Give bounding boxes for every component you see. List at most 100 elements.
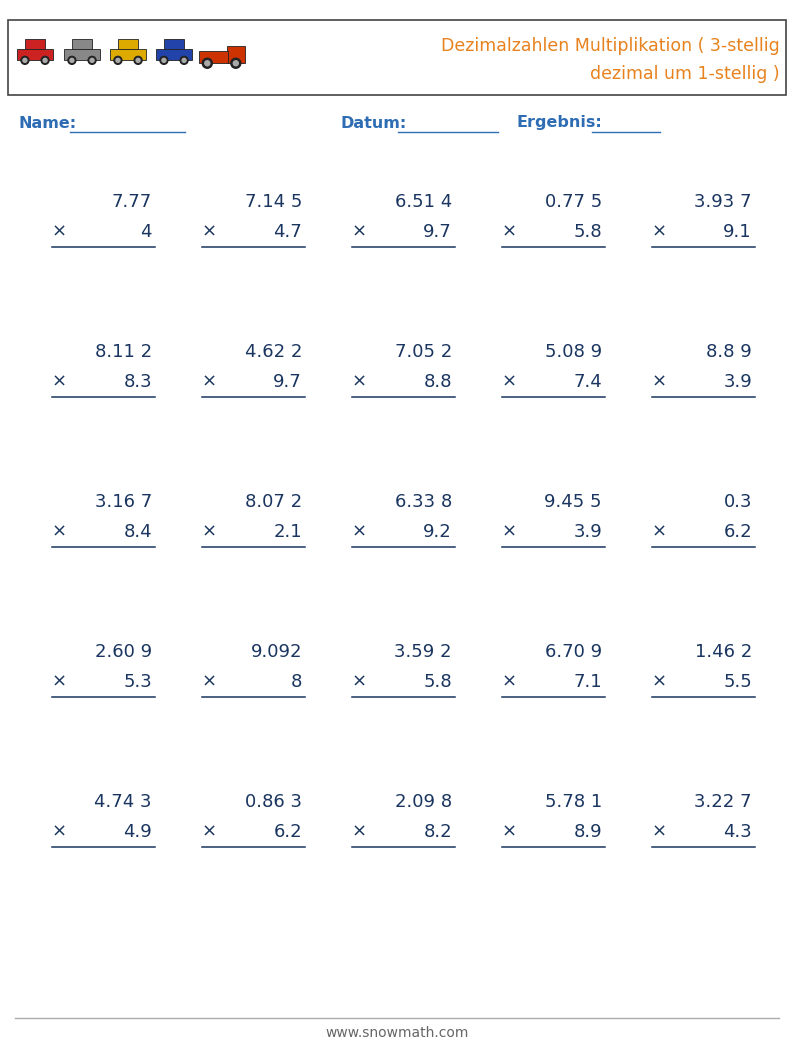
Text: 2.09 8: 2.09 8 [395, 793, 452, 811]
Text: 3.93 7: 3.93 7 [695, 193, 752, 211]
Text: ×: × [652, 673, 667, 691]
Circle shape [162, 58, 166, 62]
Circle shape [43, 58, 47, 62]
Text: 6.70 9: 6.70 9 [545, 643, 602, 661]
Text: 8.2: 8.2 [423, 823, 452, 841]
Text: ×: × [502, 223, 517, 241]
Circle shape [136, 58, 140, 62]
Text: 4.7: 4.7 [273, 223, 302, 241]
Text: ×: × [652, 373, 667, 391]
Text: 6.33 8: 6.33 8 [395, 493, 452, 511]
Text: 1.46 2: 1.46 2 [695, 643, 752, 661]
Text: 8.9: 8.9 [573, 823, 602, 841]
Text: Name:: Name: [18, 116, 76, 131]
Text: 5.5: 5.5 [723, 673, 752, 691]
FancyBboxPatch shape [64, 49, 100, 60]
Text: ×: × [52, 223, 67, 241]
Text: Dezimalzahlen Multiplikation ( 3-stellig: Dezimalzahlen Multiplikation ( 3-stellig [441, 37, 780, 55]
Circle shape [41, 57, 49, 64]
Text: Datum:: Datum: [340, 116, 407, 131]
Text: 8.3: 8.3 [123, 373, 152, 391]
Text: 4: 4 [141, 223, 152, 241]
Circle shape [70, 58, 74, 62]
FancyBboxPatch shape [8, 20, 786, 95]
Text: 6.51 4: 6.51 4 [395, 193, 452, 211]
Text: ×: × [652, 223, 667, 241]
FancyBboxPatch shape [72, 39, 92, 49]
FancyBboxPatch shape [226, 45, 245, 63]
Text: 9.2: 9.2 [423, 523, 452, 541]
Text: 2.1: 2.1 [273, 523, 302, 541]
Text: 4.62 2: 4.62 2 [245, 343, 302, 361]
Circle shape [182, 58, 186, 62]
FancyBboxPatch shape [25, 39, 45, 49]
Text: 7.77: 7.77 [112, 193, 152, 211]
Circle shape [68, 57, 76, 64]
Text: 3.59 2: 3.59 2 [395, 643, 452, 661]
Text: 9.7: 9.7 [273, 373, 302, 391]
Text: 8.07 2: 8.07 2 [245, 493, 302, 511]
Circle shape [160, 57, 168, 64]
Text: 5.8: 5.8 [573, 223, 602, 241]
Text: 8.8 9: 8.8 9 [706, 343, 752, 361]
Text: 4.9: 4.9 [123, 823, 152, 841]
Text: ×: × [202, 823, 217, 841]
Text: ×: × [202, 523, 217, 541]
Text: ×: × [502, 373, 517, 391]
Text: 9.1: 9.1 [723, 223, 752, 241]
Text: 0.77 5: 0.77 5 [545, 193, 602, 211]
Circle shape [116, 58, 120, 62]
Text: 3.22 7: 3.22 7 [695, 793, 752, 811]
Text: 2.60 9: 2.60 9 [94, 643, 152, 661]
Circle shape [23, 58, 27, 62]
Circle shape [88, 57, 96, 64]
Text: 8.11 2: 8.11 2 [94, 343, 152, 361]
Text: ×: × [352, 223, 367, 241]
Text: dezimal um 1-stellig ): dezimal um 1-stellig ) [591, 65, 780, 83]
Circle shape [21, 57, 29, 64]
FancyBboxPatch shape [164, 39, 184, 49]
Text: www.snowmath.com: www.snowmath.com [326, 1026, 468, 1040]
Text: ×: × [52, 673, 67, 691]
Text: ×: × [652, 823, 667, 841]
Text: 9.092: 9.092 [250, 643, 302, 661]
Text: 7.14 5: 7.14 5 [245, 193, 302, 211]
Text: Ergebnis:: Ergebnis: [516, 116, 602, 131]
Text: 8.8: 8.8 [423, 373, 452, 391]
Text: ×: × [652, 523, 667, 541]
Text: 8: 8 [291, 673, 302, 691]
FancyBboxPatch shape [118, 39, 138, 49]
Text: 5.08 9: 5.08 9 [545, 343, 602, 361]
Text: ×: × [502, 673, 517, 691]
Text: 3.9: 3.9 [723, 373, 752, 391]
FancyBboxPatch shape [156, 49, 192, 60]
Text: ×: × [202, 373, 217, 391]
FancyBboxPatch shape [110, 49, 146, 60]
Text: 9.45 5: 9.45 5 [545, 493, 602, 511]
Circle shape [205, 61, 210, 65]
Circle shape [233, 61, 238, 65]
FancyBboxPatch shape [199, 51, 228, 63]
Text: ×: × [352, 823, 367, 841]
Text: 5.3: 5.3 [123, 673, 152, 691]
Text: 5.8: 5.8 [423, 673, 452, 691]
FancyBboxPatch shape [17, 49, 53, 60]
Text: 9.7: 9.7 [423, 223, 452, 241]
Circle shape [202, 58, 212, 68]
Text: ×: × [52, 373, 67, 391]
Text: 4.3: 4.3 [723, 823, 752, 841]
Text: ×: × [352, 523, 367, 541]
Circle shape [114, 57, 122, 64]
Text: ×: × [502, 823, 517, 841]
Text: 7.4: 7.4 [573, 373, 602, 391]
Text: ×: × [202, 223, 217, 241]
Text: 7.1: 7.1 [573, 673, 602, 691]
Text: ×: × [352, 373, 367, 391]
Text: 6.2: 6.2 [273, 823, 302, 841]
Text: 5.78 1: 5.78 1 [545, 793, 602, 811]
Circle shape [134, 57, 142, 64]
Text: 3.16 7: 3.16 7 [94, 493, 152, 511]
Text: 6.2: 6.2 [723, 523, 752, 541]
Text: 8.4: 8.4 [123, 523, 152, 541]
Text: 7.05 2: 7.05 2 [395, 343, 452, 361]
